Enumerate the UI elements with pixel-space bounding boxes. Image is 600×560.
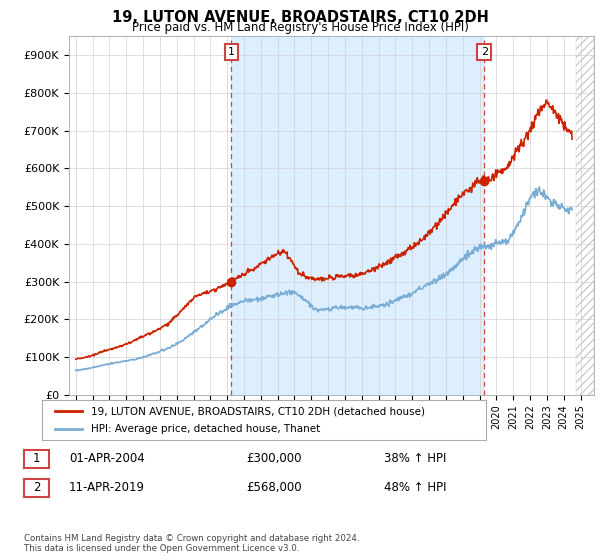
Text: 2: 2 [33, 481, 40, 494]
Text: £300,000: £300,000 [246, 451, 302, 465]
Text: HPI: Average price, detached house, Thanet: HPI: Average price, detached house, Than… [91, 423, 320, 433]
Text: 1: 1 [33, 452, 40, 465]
Bar [577, 36, 594, 395]
Text: 19, LUTON AVENUE, BROADSTAIRS, CT10 2DH (detached house): 19, LUTON AVENUE, BROADSTAIRS, CT10 2DH … [91, 407, 425, 417]
Text: 19, LUTON AVENUE, BROADSTAIRS, CT10 2DH: 19, LUTON AVENUE, BROADSTAIRS, CT10 2DH [112, 10, 488, 25]
Text: £568,000: £568,000 [246, 480, 302, 494]
Text: 2: 2 [481, 47, 488, 57]
Text: 38% ↑ HPI: 38% ↑ HPI [384, 451, 446, 465]
Bar [232, 36, 484, 395]
Text: 1: 1 [228, 47, 235, 57]
Text: 11-APR-2019: 11-APR-2019 [69, 480, 145, 494]
Text: 01-APR-2004: 01-APR-2004 [69, 451, 145, 465]
Text: Price paid vs. HM Land Registry's House Price Index (HPI): Price paid vs. HM Land Registry's House … [131, 21, 469, 34]
Bar [577, 36, 594, 395]
Text: Contains HM Land Registry data © Crown copyright and database right 2024.
This d: Contains HM Land Registry data © Crown c… [24, 534, 359, 553]
Text: 48% ↑ HPI: 48% ↑ HPI [384, 480, 446, 494]
